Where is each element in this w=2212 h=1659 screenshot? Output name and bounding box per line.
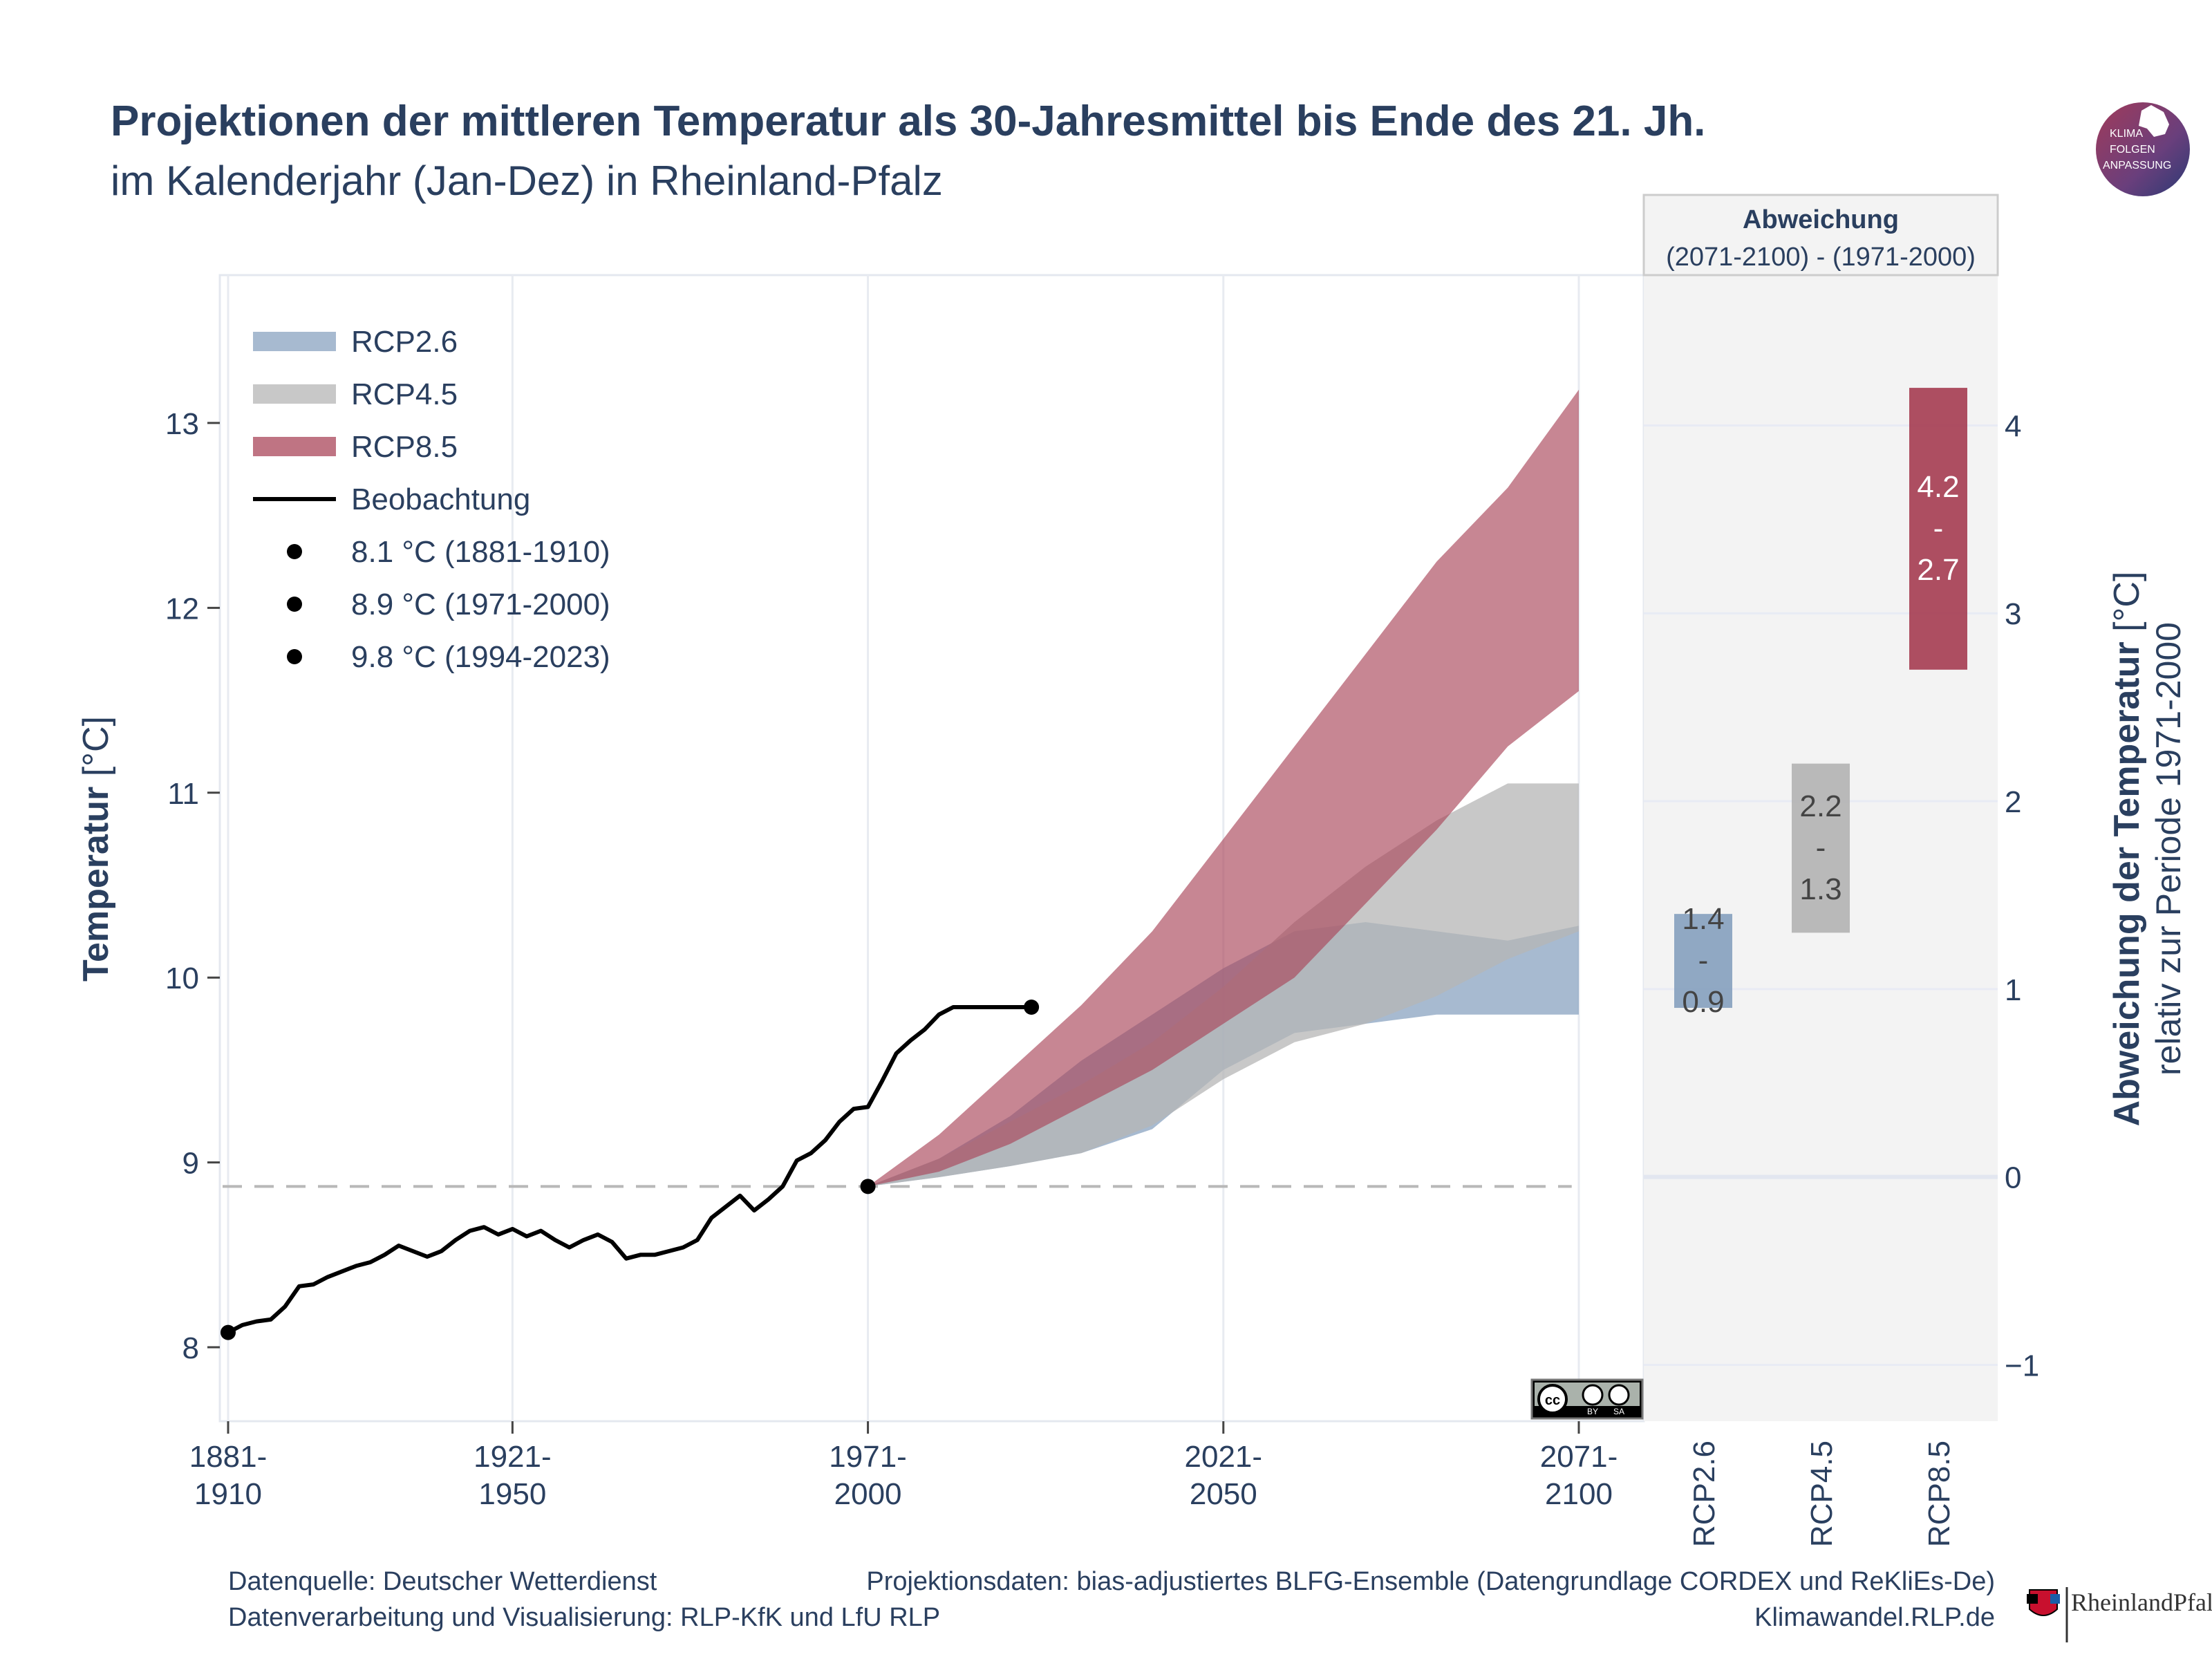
- main-xtick-label-3-a: 2021-: [1185, 1440, 1263, 1474]
- main-xtick-label-0-a: 1881-: [189, 1440, 268, 1474]
- footer-source: Datenquelle: Deutscher Wetterdienst: [228, 1567, 657, 1596]
- legend-dot-p3: [287, 649, 302, 664]
- deviation-label-sep-rcp26: -: [1698, 944, 1709, 977]
- observation-line: [227, 1005, 1032, 1335]
- deviation-label-min-rcp45: 1.3: [1799, 872, 1841, 906]
- panel-ytick-label-3: 2: [2005, 785, 2021, 819]
- legend-label-rcp26: RCP2.6: [351, 325, 458, 359]
- main-ytick-label-5: 13: [165, 407, 199, 441]
- deviation-x-axis: RCP2.6 RCP4.5 RCP8.5: [1687, 1441, 1956, 1547]
- observation-layer: [221, 999, 1040, 1340]
- deviation-y-axis: −1 0 1 2 3 4: [2005, 409, 2039, 1382]
- svg-text:cc: cc: [1545, 1393, 1560, 1408]
- chart-subtitle: im Kalenderjahr (Jan-Dez) in Rheinland-P…: [111, 158, 943, 204]
- deviation-label-sep-rcp45: -: [1816, 831, 1826, 865]
- deviation-y-axis-subtitle: relativ zur Periode 1971-2000: [2149, 622, 2188, 1076]
- legend-dot-p1: [287, 544, 302, 559]
- panel-ytick-label-4: 3: [2005, 597, 2021, 631]
- logo-rlp-text: RheinlandPfalz: [2071, 1588, 2212, 1616]
- chart-title: Projektionen der mittleren Temperatur al…: [111, 97, 1705, 145]
- panel-ytick-label-1: 0: [2005, 1161, 2021, 1195]
- projection-bands: [868, 389, 1579, 1187]
- main-ytick-label-2: 10: [165, 962, 199, 995]
- legend-swatch-rcp45: [253, 384, 336, 404]
- footer-projection: Projektionsdaten: bias-adjustiertes BLFG…: [866, 1567, 1995, 1596]
- deviation-label-min-rcp26: 0.9: [1682, 985, 1724, 1019]
- legend-label-p2: 8.9 °C (1971-2000): [351, 588, 610, 621]
- deviation-panel-subtitle: (2071-2100) - (1971-2000): [1666, 243, 1976, 272]
- deviation-label-max-rcp85: 4.2: [1917, 470, 1959, 504]
- observation-point-1: [860, 1179, 876, 1194]
- logo-line-1: KLIMA: [2110, 128, 2143, 140]
- main-xtick-label-4-b: 2100: [1545, 1477, 1613, 1511]
- main-xtick-label-0-b: 1910: [194, 1477, 262, 1511]
- cc-sa-label: SA: [1613, 1407, 1624, 1416]
- legend-label-rcp85: RCP8.5: [351, 430, 458, 464]
- deviation-panel-title: Abweichung: [1743, 205, 1899, 234]
- main-xtick-label-1-a: 1921-: [474, 1440, 552, 1474]
- main-ytick-label-0: 8: [182, 1331, 199, 1365]
- deviation-bar-rcp85: [1909, 388, 1967, 670]
- legend-dot-p2: [287, 597, 302, 612]
- band-rcp85: [868, 389, 1579, 1187]
- panel-ytick-label-2: 1: [2005, 973, 2021, 1007]
- legend-label-p1: 8.1 °C (1881-1910): [351, 535, 610, 569]
- deviation-label-min-rcp85: 2.7: [1917, 553, 1959, 587]
- cc-license-badge: cc BY SA: [1530, 1378, 1644, 1420]
- deviation-label-max-rcp26: 1.4: [1682, 902, 1724, 936]
- main-ytick-label-3: 11: [167, 777, 199, 811]
- deviation-label-sep-rcp85: -: [1933, 512, 1944, 545]
- main-xtick-label-2-a: 1971-: [829, 1440, 907, 1474]
- main-xtick-label-3-b: 2050: [1190, 1477, 1257, 1511]
- footer-processing: Datenverarbeitung und Visualisierung: RL…: [228, 1603, 940, 1632]
- panel-ytick-label-5: 4: [2005, 409, 2021, 443]
- legend-swatch-rcp85: [253, 437, 336, 456]
- footer-website: Klimawandel.RLP.de: [1754, 1603, 1995, 1632]
- main-x-axis: 1881-1910 1921-1950 1971-2000 2021-2050 2071…: [189, 1421, 1618, 1511]
- deviation-bars: 1.4 - 0.9 2.2 - 1.3 4.2 - 2.7: [1674, 388, 1967, 1019]
- cc-by-label: BY: [1587, 1407, 1598, 1416]
- main-xtick-label-4-a: 2071-: [1540, 1440, 1618, 1474]
- deviation-xtick-rcp85: RCP8.5: [1922, 1441, 1956, 1547]
- legend-label-p3: 9.8 °C (1994-2023): [351, 640, 610, 674]
- deviation-bar-rcp26: [1674, 914, 1732, 1009]
- logo-line-2: FOLGEN: [2110, 144, 2155, 156]
- main-y-axis-title: Temperatur [°C]: [76, 716, 116, 982]
- deviation-label-max-rcp45: 2.2: [1799, 789, 1841, 823]
- deviation-panel-header: [1642, 194, 1999, 276]
- panel-ytick-label-0: −1: [2005, 1349, 2039, 1382]
- legend-label-rcp45: RCP4.5: [351, 377, 458, 411]
- deviation-xtick-rcp45: RCP4.5: [1805, 1441, 1839, 1547]
- legend-label-obs: Beobachtung: [351, 482, 530, 516]
- main-y-axis: 8 9 10 11 12 13: [165, 407, 220, 1365]
- observation-point-2: [1024, 999, 1040, 1015]
- deviation-bar-rcp45: [1792, 763, 1850, 933]
- klimafolgen-logo: KLIMA FOLGEN ANPASSUNG: [2096, 102, 2190, 196]
- logo-line-3: ANPASSUNG: [2103, 160, 2171, 171]
- observation-point-0: [221, 1324, 236, 1340]
- legend: RCP2.6 RCP4.5 RCP8.5 Beobachtung 8.1 °C (188…: [253, 325, 610, 674]
- main-xtick-label-1-b: 1950: [478, 1477, 546, 1511]
- legend-swatch-rcp26: [253, 332, 336, 351]
- main-ytick-label-1: 9: [182, 1147, 199, 1181]
- band-rcp45: [868, 783, 1579, 1187]
- main-ytick-label-4: 12: [165, 592, 199, 626]
- deviation-y-axis-title: Abweichung der Temperatur [°C]: [2107, 572, 2147, 1127]
- main-xtick-label-2-b: 2000: [834, 1477, 902, 1511]
- deviation-xtick-rcp26: RCP2.6: [1687, 1441, 1721, 1547]
- rheinland-pfalz-logo: RheinlandPfalz: [2027, 1587, 2212, 1642]
